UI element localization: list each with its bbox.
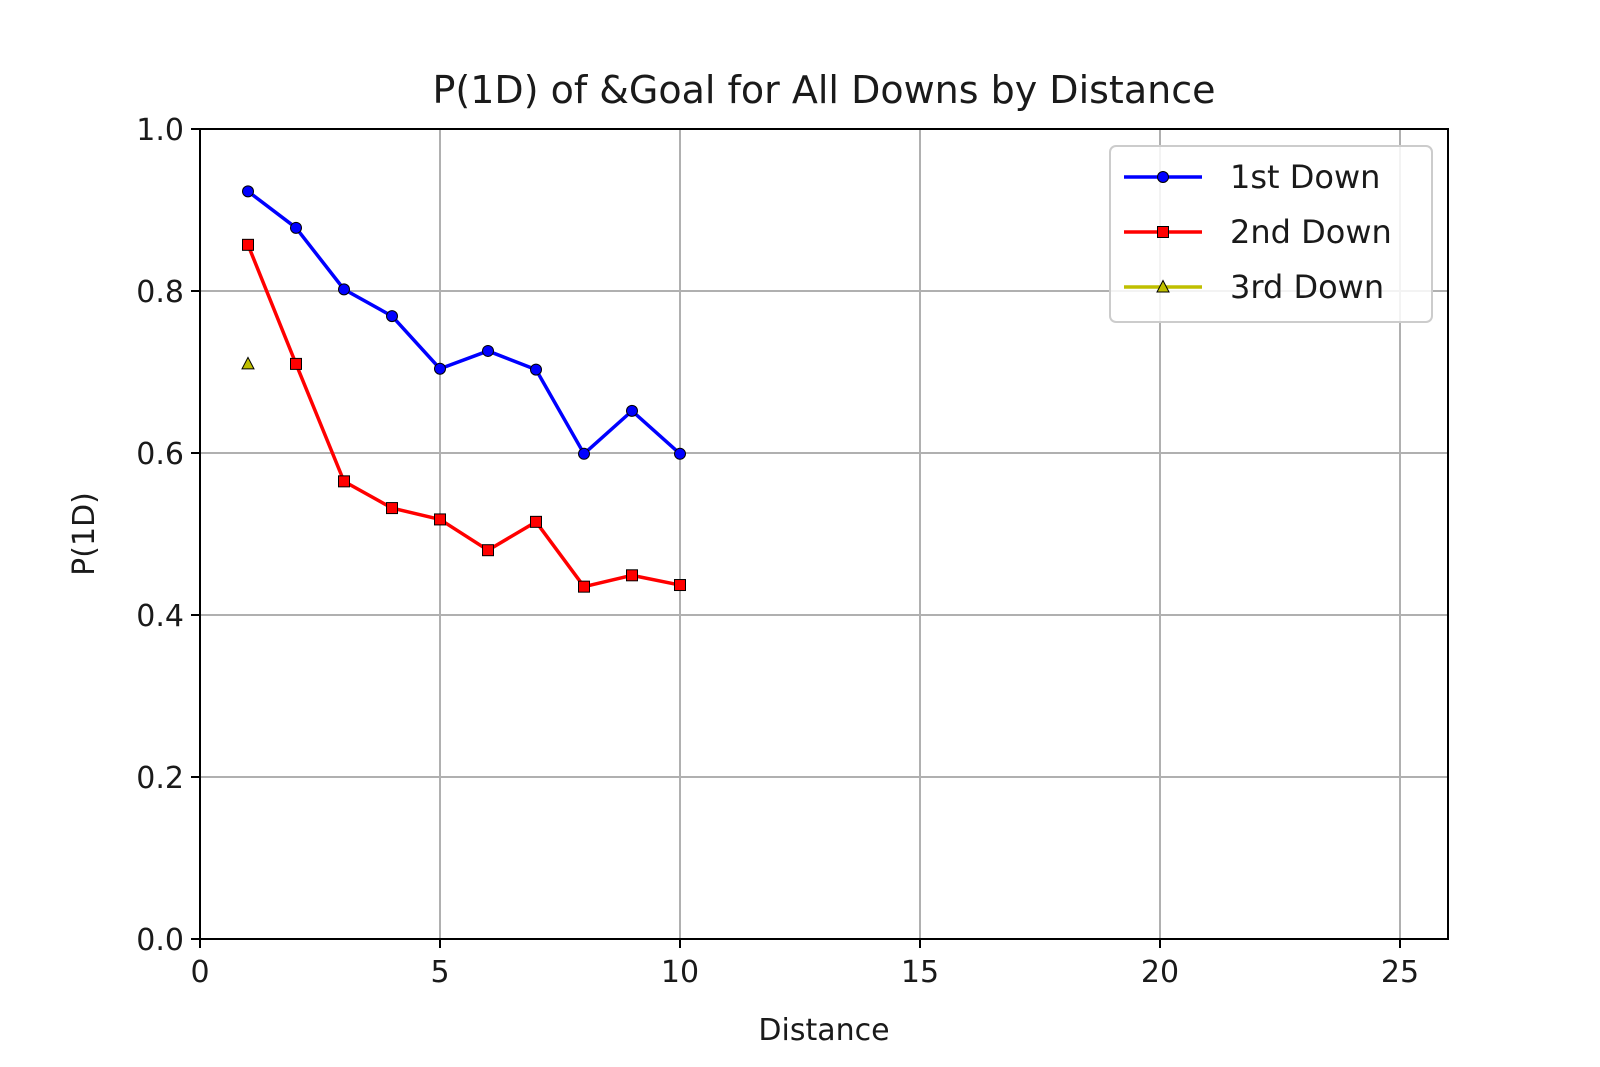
data-point <box>434 513 446 526</box>
legend-label: 3rd Down <box>1230 268 1384 306</box>
data-point <box>482 544 494 557</box>
legend-box <box>1109 145 1433 323</box>
x-tick-label: 15 <box>901 955 939 990</box>
data-point <box>242 185 254 198</box>
legend-entry: 3rd Down <box>1124 268 1384 306</box>
series-line <box>246 244 681 589</box>
plot-frame <box>199 128 1449 940</box>
x-tick-label: 20 <box>1141 955 1179 990</box>
data-point <box>386 310 398 323</box>
data-point <box>578 447 590 460</box>
y-tick-label: 0.2 <box>136 761 184 796</box>
legend-marker <box>1156 279 1170 293</box>
data-point <box>290 221 302 234</box>
series-layer <box>241 185 686 593</box>
legend: 1st Down 2nd Down 3rd Down <box>1109 145 1433 323</box>
y-axis-label: P(1D) <box>67 492 102 576</box>
x-tick-label: 25 <box>1381 955 1419 990</box>
data-point <box>626 404 638 417</box>
data-point <box>674 579 686 592</box>
legend-entry: 1st Down <box>1124 158 1380 196</box>
legend-marker <box>1157 171 1169 183</box>
x-tick-label: 10 <box>661 955 699 990</box>
y-tick-label: 0.6 <box>136 437 184 472</box>
data-point <box>530 515 542 528</box>
series-line <box>246 189 682 456</box>
y-tick-label: 0.8 <box>136 275 184 310</box>
data-point <box>290 357 302 370</box>
axis-ticks: 0 5 10 15 20 25 0.0 0.2 0.4 0.6 0.8 1.0 <box>136 113 1419 990</box>
data-point <box>530 363 542 376</box>
data-point <box>241 356 255 370</box>
y-tick-label: 0.4 <box>136 599 184 634</box>
data-point <box>242 238 254 251</box>
x-tick-label: 5 <box>430 955 449 990</box>
series-2 <box>242 238 686 593</box>
data-point <box>578 580 590 593</box>
y-tick-label: 1.0 <box>136 113 184 148</box>
data-point <box>434 362 446 375</box>
legend-entry: 2nd Down <box>1124 213 1392 251</box>
series-3 <box>241 356 255 370</box>
chart-title: P(1D) of &Goal for All Downs by Distance <box>433 68 1216 112</box>
legend-label: 1st Down <box>1230 158 1380 196</box>
legend-marker <box>1157 226 1169 238</box>
x-axis-label: Distance <box>758 1013 889 1048</box>
legend-label: 2nd Down <box>1230 213 1392 251</box>
y-tick-label: 0.0 <box>136 923 184 958</box>
series-1 <box>242 185 686 460</box>
data-point <box>338 283 350 296</box>
x-tick-label: 0 <box>190 955 209 990</box>
data-point <box>338 475 350 488</box>
data-point <box>482 344 494 357</box>
data-point <box>626 569 638 582</box>
data-point <box>386 502 398 515</box>
data-point <box>674 447 686 460</box>
